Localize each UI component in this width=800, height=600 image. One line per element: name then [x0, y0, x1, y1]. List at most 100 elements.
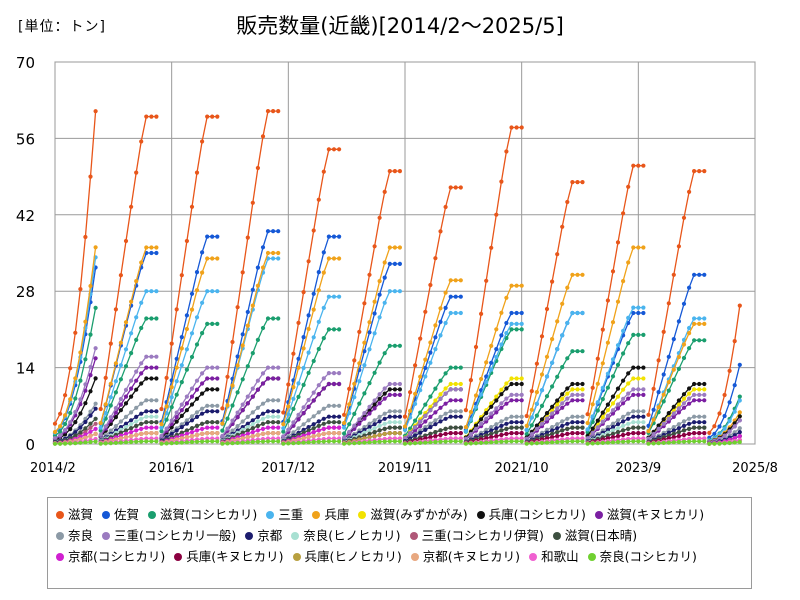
data-point [621, 396, 626, 401]
data-point [88, 421, 93, 426]
data-point [118, 430, 123, 435]
data-point [58, 429, 63, 434]
data-point [737, 439, 742, 445]
data-point [296, 320, 301, 325]
data-point [631, 365, 636, 370]
data-point [631, 439, 636, 444]
data-point [570, 180, 575, 185]
legend-item: 京都(キヌヒカリ) [410, 546, 520, 567]
data-point [494, 430, 499, 435]
data-point [286, 418, 291, 423]
data-point [184, 421, 189, 426]
data-point [189, 307, 195, 312]
data-point [544, 416, 550, 421]
data-point [392, 343, 397, 348]
data-point [418, 336, 423, 341]
data-point [671, 428, 676, 433]
data-point [326, 147, 331, 152]
data-point [392, 387, 397, 392]
data-point [448, 409, 453, 414]
data-point [555, 422, 560, 427]
data-point [154, 376, 159, 381]
data-point [636, 305, 641, 310]
data-point [560, 333, 565, 338]
data-point [362, 430, 367, 435]
data-point [570, 425, 575, 430]
data-point [428, 404, 433, 409]
data-point [641, 420, 646, 425]
data-point [113, 307, 118, 312]
data-point [453, 439, 458, 444]
data-point [129, 430, 134, 435]
data-point [453, 414, 458, 419]
data-point [139, 416, 144, 421]
data-point [544, 430, 550, 435]
data-point [443, 386, 448, 391]
data-point [58, 433, 63, 438]
data-point [93, 305, 98, 310]
data-point [321, 270, 326, 275]
data-point [306, 313, 311, 318]
data-point [641, 376, 646, 381]
data-point [697, 392, 702, 397]
data-point [509, 414, 514, 419]
data-point [443, 371, 448, 376]
legend-label: 滋賀(日本晴) [564, 528, 638, 543]
data-point [565, 199, 570, 205]
data-point [433, 347, 438, 352]
data-point [134, 378, 139, 383]
data-point [93, 426, 98, 431]
unit-label: [単位：トン] [18, 19, 106, 35]
data-point [463, 408, 468, 413]
data-point [641, 305, 646, 310]
data-point [453, 365, 458, 370]
data-point [250, 287, 255, 292]
data-point [200, 139, 205, 144]
data-point [154, 354, 159, 359]
data-point [408, 430, 413, 436]
data-point [347, 411, 352, 416]
data-point [504, 295, 509, 300]
data-point [255, 414, 260, 419]
data-point [93, 406, 98, 411]
data-point [590, 414, 595, 419]
legend-marker [102, 511, 111, 519]
data-point [590, 402, 595, 407]
data-point [468, 409, 473, 415]
data-point [88, 332, 93, 337]
data-point [235, 440, 240, 445]
legend-label: 滋賀(キヌヒカリ) [606, 507, 705, 522]
data-point [129, 386, 134, 391]
data-point [702, 169, 707, 174]
data-point [103, 402, 108, 407]
data-point [565, 421, 570, 426]
data-point [489, 435, 494, 440]
data-point [636, 439, 641, 444]
data-point [605, 371, 611, 376]
data-point [494, 327, 499, 332]
data-point [362, 340, 367, 345]
data-point [570, 439, 575, 444]
data-point [73, 376, 78, 381]
data-point [149, 425, 154, 430]
data-point [129, 439, 134, 445]
data-point [337, 234, 342, 239]
data-point [681, 419, 687, 424]
data-point [210, 425, 215, 430]
data-point [255, 337, 260, 342]
data-point [438, 428, 443, 433]
data-point [463, 429, 468, 434]
data-point [88, 389, 93, 394]
data-point [113, 410, 118, 415]
data-point [397, 289, 402, 294]
data-point [636, 425, 641, 430]
data-point [235, 415, 240, 420]
data-point [590, 419, 595, 425]
data-point [321, 439, 326, 444]
data-point [260, 421, 266, 426]
data-point [641, 245, 646, 250]
data-point [260, 265, 266, 270]
data-point [311, 422, 316, 427]
data-point [534, 423, 540, 428]
data-point [646, 441, 651, 446]
